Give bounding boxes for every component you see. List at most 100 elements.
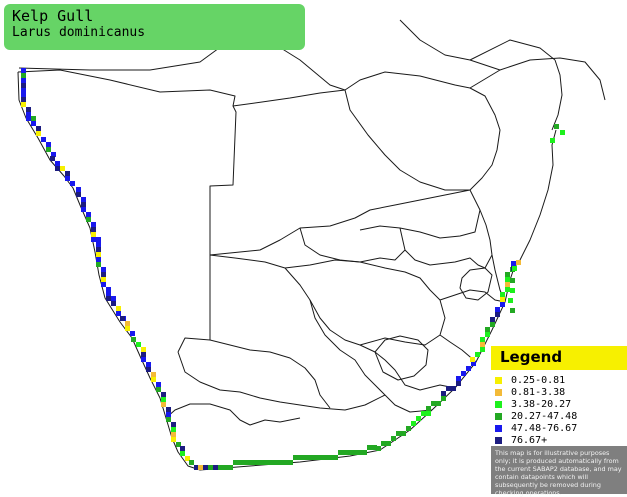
grid-cell	[367, 445, 372, 450]
grid-cell	[550, 138, 555, 143]
grid-cell	[490, 317, 495, 322]
legend-swatch	[495, 412, 502, 420]
grid-cell	[116, 311, 121, 316]
legend-entry: 0.81-3.38	[495, 386, 577, 398]
legend-entry-label: 0.81-3.38	[511, 386, 566, 398]
grid-cell	[111, 296, 116, 301]
grid-cell	[86, 217, 91, 222]
grid-cell	[505, 282, 510, 287]
grid-cell	[91, 222, 96, 227]
grid-cell	[36, 126, 41, 131]
grid-cell	[96, 237, 101, 242]
legend-entry-label: 0.25-0.81	[511, 374, 566, 386]
border-namibia-east	[17, 69, 237, 353]
grid-cell	[130, 331, 135, 336]
grid-cell	[91, 232, 96, 237]
grid-cell	[21, 83, 26, 88]
province-free-state	[284, 259, 446, 346]
grid-cell	[106, 287, 111, 292]
legend-entry: 76.67+	[495, 434, 577, 446]
legend-panel: Legend 0.25-0.81 0.81-3.38 3.38-20.27 20…	[491, 346, 627, 497]
grid-cell	[151, 372, 156, 377]
grid-cell	[328, 455, 333, 460]
grid-cell	[218, 465, 223, 470]
grid-cell	[166, 412, 171, 417]
grid-cell	[471, 361, 476, 366]
grid-cell	[416, 416, 421, 421]
grid-cell	[391, 436, 396, 441]
grid-cell	[500, 292, 505, 297]
border-swaziland	[459, 267, 493, 301]
province-kzn	[439, 289, 506, 363]
grid-cell	[253, 460, 258, 465]
grid-cell	[55, 161, 60, 166]
legend-entry-label: 76.67+	[511, 434, 548, 446]
grid-cell	[141, 347, 146, 352]
grid-cell	[213, 465, 218, 470]
border-caprivi	[232, 89, 346, 107]
grid-cell	[65, 176, 70, 181]
grid-cell	[21, 73, 26, 78]
grid-cell	[357, 450, 362, 455]
grid-cell	[451, 386, 456, 391]
grid-cell	[101, 267, 106, 272]
grid-cell	[131, 337, 136, 342]
grid-cell	[426, 406, 431, 411]
coastline-east	[519, 129, 557, 261]
grid-cell	[161, 402, 166, 407]
province-gauteng	[359, 209, 481, 239]
grid-cell	[436, 401, 441, 406]
grid-cell	[106, 292, 111, 297]
grid-cell	[512, 266, 517, 271]
grid-cell	[46, 142, 51, 147]
grid-cell	[180, 446, 185, 451]
province-mpumalanga	[399, 227, 493, 269]
grid-cell	[560, 130, 565, 135]
grid-cell	[70, 181, 75, 186]
grid-cell	[125, 326, 130, 331]
grid-cell	[21, 93, 26, 98]
grid-cell	[421, 411, 426, 416]
grid-cell	[171, 422, 176, 427]
grid-cell	[76, 187, 81, 192]
grid-cell	[485, 332, 490, 337]
grid-cell	[441, 391, 446, 396]
grid-cell	[180, 451, 185, 456]
grid-cell	[146, 362, 151, 367]
grid-cell	[194, 465, 199, 470]
grid-cell	[156, 382, 161, 387]
grid-cell	[86, 212, 91, 217]
grid-cell	[91, 227, 96, 232]
grid-cell	[263, 460, 268, 465]
grid-cell	[189, 460, 194, 465]
grid-cell	[208, 465, 213, 470]
grid-cell	[500, 297, 505, 302]
border-zimbabwe	[344, 71, 501, 191]
grid-cell	[273, 460, 278, 465]
grid-cell	[362, 450, 367, 455]
grid-cell	[81, 202, 86, 207]
grid-cell	[446, 386, 451, 391]
border-malawi	[551, 59, 563, 131]
grid-cell	[283, 460, 288, 465]
province-eastern-cape	[309, 299, 433, 413]
grid-cell	[431, 401, 436, 406]
grid-cell	[171, 427, 176, 432]
grid-cell	[396, 431, 401, 436]
grid-cell	[510, 308, 515, 313]
legend-swatch	[495, 424, 502, 432]
grid-cell	[347, 450, 352, 455]
grid-cell	[111, 301, 116, 306]
legend-entry: 3.38-20.27	[495, 398, 577, 410]
border-mozambique	[469, 57, 606, 101]
grid-cell	[185, 456, 190, 461]
grid-cell	[470, 357, 475, 362]
grid-cell	[441, 396, 446, 401]
grid-cell	[65, 171, 70, 176]
grid-cell	[372, 445, 377, 450]
grid-cell	[258, 460, 263, 465]
grid-cell	[426, 411, 431, 416]
grid-cell	[166, 417, 171, 422]
grid-cell	[313, 455, 318, 460]
legend-swatch	[495, 436, 502, 444]
